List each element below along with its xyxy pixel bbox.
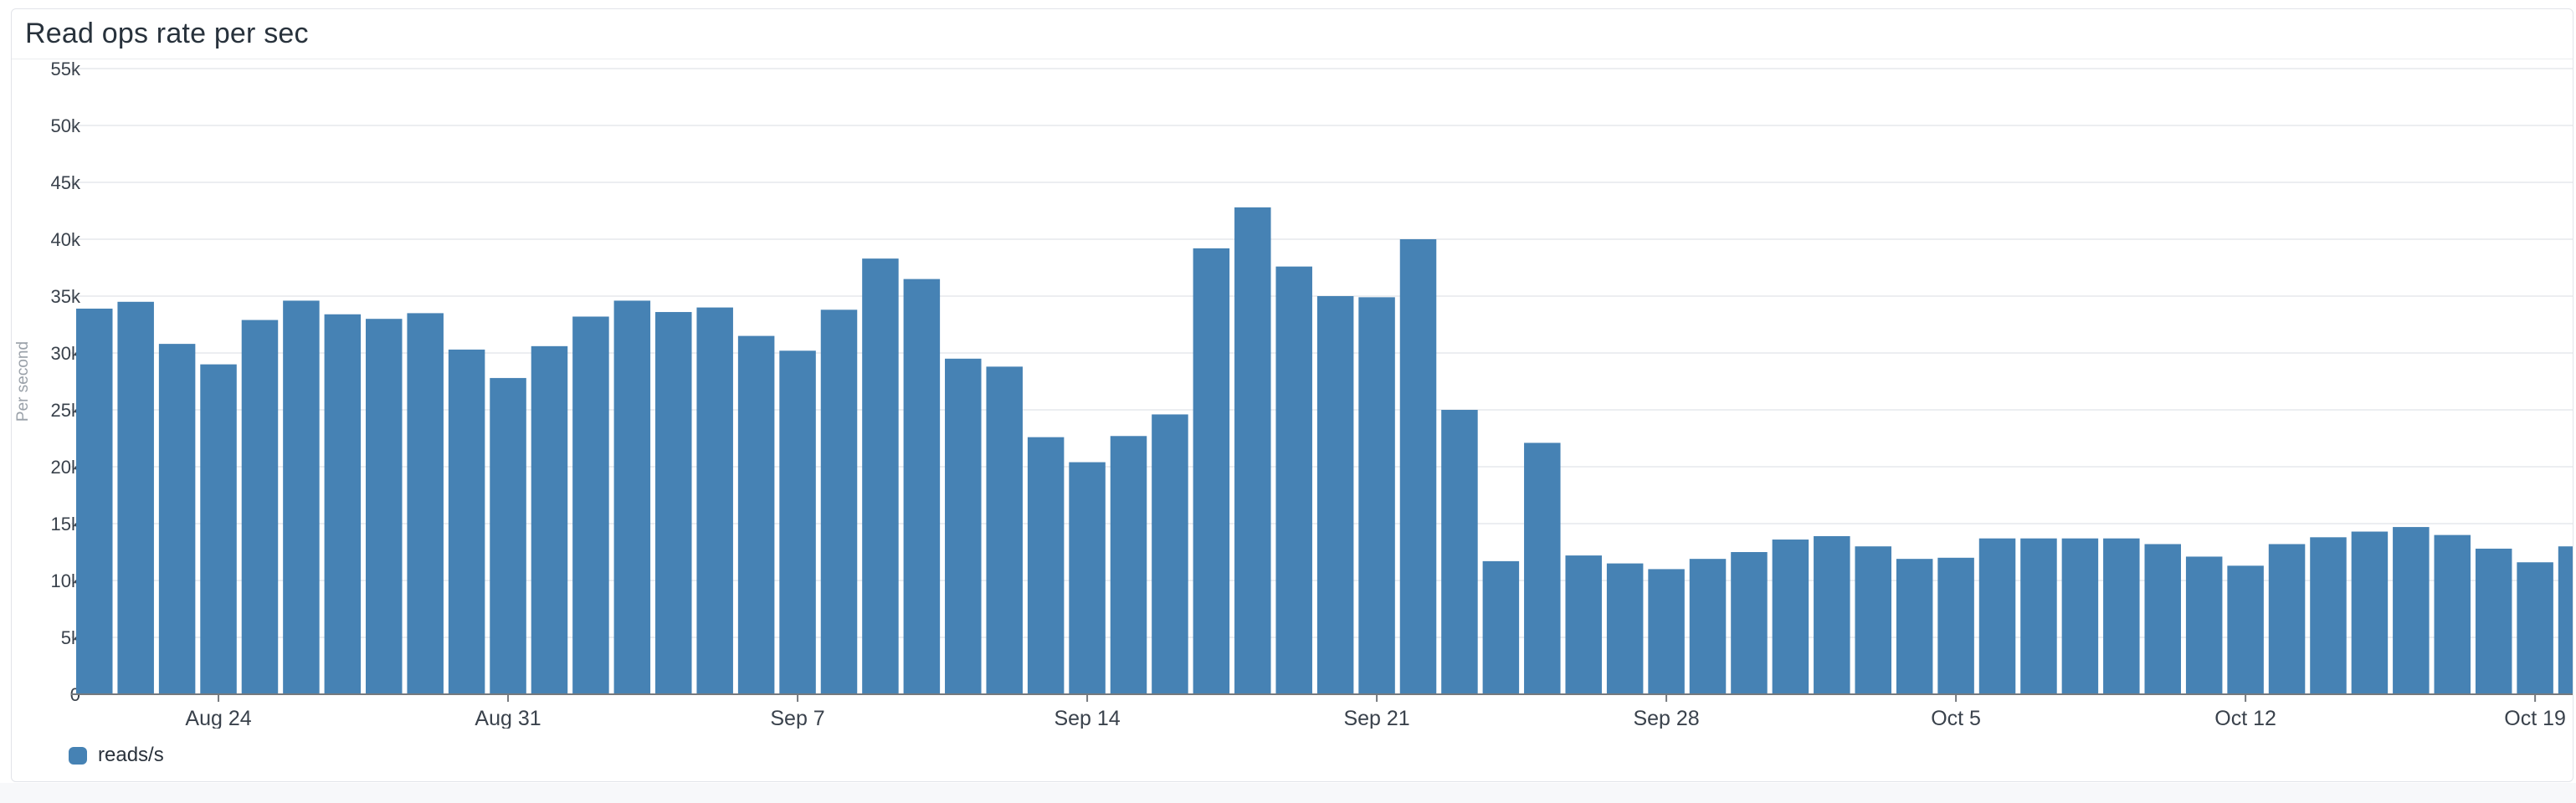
- x-tick-label: Oct 5: [1931, 707, 1981, 729]
- x-tick-label: Oct 12: [2214, 707, 2276, 729]
- x-tick-label: Sep 7: [770, 707, 824, 729]
- bar[interactable]: [1234, 207, 1271, 695]
- panel-title: Read ops rate per sec: [25, 18, 309, 49]
- page-background: [0, 783, 2576, 803]
- bar[interactable]: [1027, 437, 1065, 694]
- x-tick-label: Aug 31: [475, 707, 541, 729]
- bar[interactable]: [1399, 239, 1437, 694]
- bar[interactable]: [2227, 565, 2264, 694]
- bar[interactable]: [283, 300, 320, 694]
- bar[interactable]: [1275, 266, 1312, 694]
- bar[interactable]: [2393, 527, 2430, 694]
- bar[interactable]: [448, 349, 485, 694]
- bar[interactable]: [1193, 248, 1230, 694]
- bar[interactable]: [2268, 544, 2306, 694]
- bar[interactable]: [531, 345, 568, 694]
- x-tick-label: Sep 21: [1343, 707, 1409, 729]
- y-tick-label: 45k: [51, 172, 81, 193]
- bar[interactable]: [1316, 296, 1354, 694]
- bar[interactable]: [2185, 556, 2223, 694]
- bar[interactable]: [2475, 548, 2512, 694]
- bar[interactable]: [241, 320, 279, 694]
- x-tick-label: Sep 14: [1054, 707, 1120, 729]
- x-tick-label: Oct 19: [2504, 707, 2566, 729]
- bar[interactable]: [2061, 538, 2099, 694]
- bar[interactable]: [1855, 546, 1891, 694]
- y-tick-label: 10k: [51, 570, 81, 591]
- bar[interactable]: [1110, 436, 1147, 694]
- y-tick-label: 40k: [51, 229, 81, 250]
- bar[interactable]: [779, 350, 816, 694]
- y-tick-label: 25k: [51, 400, 81, 421]
- bar[interactable]: [1814, 535, 1850, 694]
- bar[interactable]: [158, 344, 196, 694]
- bar[interactable]: [407, 313, 444, 694]
- bar[interactable]: [490, 377, 526, 694]
- read-ops-panel: Read ops rate per sec 55k 50k 45k 40k 35k 30k…: [11, 8, 2573, 782]
- bar[interactable]: [2310, 537, 2347, 694]
- panel-header: Read ops rate per sec: [12, 9, 2573, 59]
- bar[interactable]: [655, 312, 692, 694]
- bar[interactable]: [2103, 538, 2140, 694]
- bar[interactable]: [200, 364, 237, 694]
- bar[interactable]: [572, 316, 609, 694]
- x-tick-label: Sep 28: [1633, 707, 1699, 729]
- bar[interactable]: [2020, 538, 2057, 694]
- bar[interactable]: [1772, 540, 1809, 694]
- chart-area: 55k 50k 45k 40k 35k 30k 25k 20k 15k 10k 5k 0 Per sec…: [12, 59, 2573, 729]
- bar[interactable]: [1441, 410, 1478, 694]
- y-axis-title: Per second: [14, 341, 32, 422]
- legend-item-reads[interactable]: reads/s: [69, 744, 164, 767]
- bar[interactable]: [2517, 562, 2553, 694]
- bar[interactable]: [986, 366, 1023, 694]
- bar[interactable]: [1565, 555, 1602, 694]
- y-tick-label: 15k: [51, 514, 81, 534]
- bar[interactable]: [1524, 442, 1561, 694]
- bar[interactable]: [2434, 534, 2471, 694]
- y-tick-label: 30k: [51, 343, 81, 364]
- legend-item-label: reads/s: [98, 744, 164, 766]
- bar[interactable]: [2144, 544, 2182, 694]
- bar[interactable]: [737, 335, 775, 694]
- bar[interactable]: [1482, 560, 1520, 694]
- y-tick-label: 20k: [51, 457, 81, 478]
- bar[interactable]: [1069, 462, 1106, 694]
- bar[interactable]: [1152, 414, 1188, 694]
- bar[interactable]: [903, 279, 941, 694]
- bar[interactable]: [1978, 538, 2016, 694]
- bar[interactable]: [324, 314, 362, 694]
- legend-swatch-icon: [69, 746, 87, 765]
- bar[interactable]: [1731, 552, 1768, 694]
- y-tick-label: 35k: [51, 286, 81, 307]
- bar[interactable]: [862, 258, 899, 694]
- x-tick-label: Aug 24: [185, 707, 251, 729]
- bar[interactable]: [945, 358, 982, 694]
- bar[interactable]: [1896, 559, 1933, 694]
- bar[interactable]: [1937, 557, 1974, 694]
- bar[interactable]: [366, 319, 403, 694]
- bar[interactable]: [820, 309, 858, 694]
- y-tick-label: 55k: [51, 59, 81, 79]
- chart-legend: reads/s: [12, 729, 2573, 781]
- bar[interactable]: [1358, 297, 1395, 694]
- bar[interactable]: [76, 308, 113, 694]
- bar[interactable]: [1648, 569, 1685, 694]
- bar[interactable]: [2558, 546, 2573, 694]
- bar[interactable]: [613, 300, 651, 694]
- bar[interactable]: [1689, 559, 1727, 694]
- y-tick-label: 50k: [51, 115, 81, 136]
- bar[interactable]: [2351, 531, 2389, 694]
- bar[interactable]: [117, 301, 154, 694]
- bar[interactable]: [696, 307, 733, 694]
- bar[interactable]: [1606, 563, 1644, 694]
